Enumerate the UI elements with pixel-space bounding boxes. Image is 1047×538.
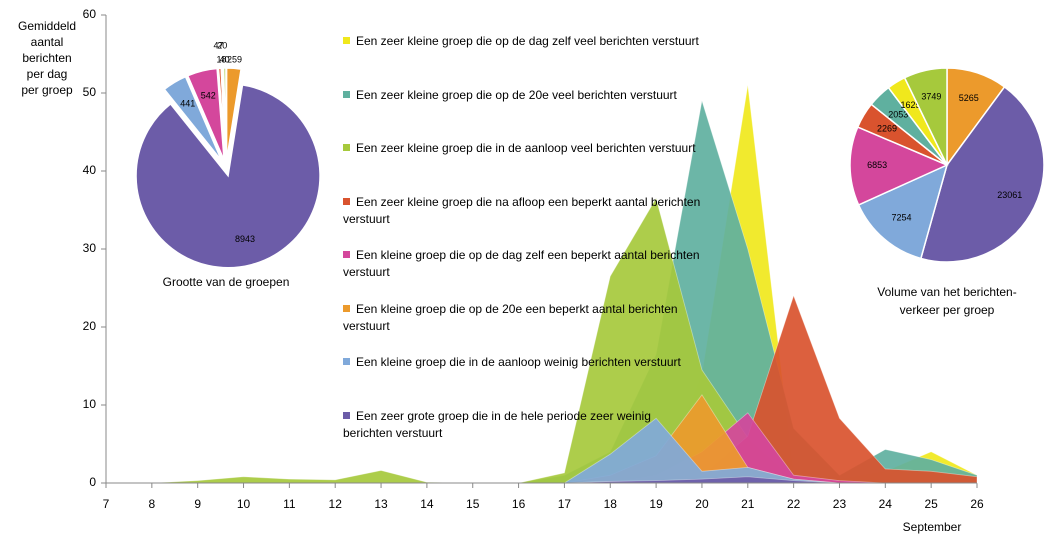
legend-label: Een kleine groep die in de aanloop weini… bbox=[356, 355, 681, 369]
pie-title: Volume van het berichten- bbox=[877, 285, 1016, 299]
legend-item: Een kleine groep die op de dag zelf een … bbox=[343, 247, 703, 281]
slice-label: 2053 bbox=[888, 109, 908, 119]
y-axis-label: aantal bbox=[31, 35, 64, 49]
slice-label: 6853 bbox=[867, 160, 887, 170]
legend-swatch bbox=[343, 197, 350, 205]
x-tick-label: 13 bbox=[374, 497, 388, 511]
pie-slice bbox=[163, 75, 223, 162]
slice-label: 441 bbox=[180, 99, 195, 109]
legend-item: Een kleine groep die op de 20e een beper… bbox=[343, 301, 703, 335]
slice-label: 40 bbox=[220, 54, 230, 64]
legend-item: Een zeer kleine groep die op de dag zelf… bbox=[343, 33, 703, 50]
x-tick-label: 7 bbox=[103, 497, 110, 511]
slice-label: 5265 bbox=[959, 93, 979, 103]
x-tick-label: 8 bbox=[148, 497, 155, 511]
x-tick-label: 17 bbox=[558, 497, 572, 511]
x-tick-label: 18 bbox=[604, 497, 618, 511]
pie-slice bbox=[903, 67, 948, 166]
x-tick-label: 11 bbox=[283, 497, 296, 511]
slice-label: 1625 bbox=[900, 100, 920, 110]
slice-label: 2269 bbox=[877, 124, 897, 134]
legend-label: Een zeer kleine groep die op de 20e veel… bbox=[356, 87, 677, 102]
pie-title: verkeer per groep bbox=[900, 303, 995, 317]
x-tick-label: 15 bbox=[466, 497, 480, 511]
legend-item: Een zeer kleine groep die na afloop een … bbox=[343, 194, 703, 228]
pie-slice bbox=[222, 67, 227, 161]
y-tick-label: 40 bbox=[83, 163, 97, 177]
x-tick-label: 25 bbox=[924, 497, 938, 511]
x-tick-label: 21 bbox=[741, 497, 755, 511]
y-tick-label: 0 bbox=[89, 475, 96, 489]
legend-item: Een zeer grote groep die in de hele peri… bbox=[343, 408, 703, 442]
slice-label: 8943 bbox=[235, 234, 255, 244]
pie-slice bbox=[919, 85, 1045, 263]
legend-swatch bbox=[343, 37, 350, 44]
y-tick-label: 50 bbox=[83, 85, 97, 99]
slice-label: 259 bbox=[227, 55, 242, 65]
pie-slice bbox=[857, 163, 949, 260]
y-tick-label: 60 bbox=[83, 7, 97, 21]
pie-slice bbox=[135, 84, 321, 269]
x-tick-label: 10 bbox=[237, 497, 251, 511]
x-tick-label: 9 bbox=[194, 497, 201, 511]
y-axis-label: per dag bbox=[27, 67, 68, 81]
y-axis-label: berichten bbox=[22, 51, 71, 65]
x-axis-label: September bbox=[903, 520, 962, 534]
legend-label: Een kleine groep die op de dag zelf een … bbox=[343, 248, 700, 279]
y-tick-label: 20 bbox=[83, 319, 97, 333]
pie-slice bbox=[849, 126, 949, 206]
pie-slice bbox=[186, 67, 225, 161]
legend-item: Een zeer kleine groep die op de 20e veel… bbox=[343, 87, 703, 104]
legend-swatch bbox=[343, 251, 350, 258]
legend-label: Een zeer grote groep die in de hele peri… bbox=[343, 408, 651, 440]
legend-label: Een zeer kleine groep die na afloop een … bbox=[343, 194, 701, 226]
x-tick-label: 12 bbox=[329, 497, 343, 511]
slice-label: 47 bbox=[213, 41, 223, 51]
legend-item: Een kleine groep die in de aanloop weini… bbox=[343, 354, 703, 371]
y-tick-label: 30 bbox=[83, 241, 97, 255]
legend-swatch bbox=[343, 304, 350, 312]
y-axis-label: Gemiddeld bbox=[18, 19, 76, 33]
legend-item: Een zeer kleine groep die in de aanloop … bbox=[343, 140, 703, 157]
legend-swatch bbox=[343, 411, 350, 419]
slice-label: 542 bbox=[201, 90, 216, 100]
legend-swatch bbox=[343, 144, 350, 151]
x-tick-label: 14 bbox=[420, 497, 434, 511]
slice-label: 3749 bbox=[921, 91, 941, 101]
slice-label: 18 bbox=[216, 54, 226, 64]
slice-label: 20 bbox=[217, 40, 227, 50]
x-tick-label: 22 bbox=[787, 497, 801, 511]
y-tick-label: 10 bbox=[83, 397, 97, 411]
x-tick-label: 26 bbox=[970, 497, 984, 511]
legend-swatch bbox=[343, 358, 350, 365]
legend-label: Een kleine groep die op de 20e een beper… bbox=[343, 301, 678, 333]
pie-title: Grootte van de groepen bbox=[163, 275, 290, 289]
y-axis-label: per groep bbox=[21, 83, 73, 97]
slice-label: 7254 bbox=[891, 212, 911, 222]
legend-label: Een zeer kleine groep die in de aanloop … bbox=[356, 141, 696, 155]
x-tick-label: 20 bbox=[695, 497, 709, 511]
legend-swatch bbox=[343, 90, 350, 98]
x-tick-label: 23 bbox=[833, 497, 847, 511]
slice-label: 23061 bbox=[997, 190, 1022, 200]
x-tick-label: 16 bbox=[512, 497, 526, 511]
legend-label: Een zeer kleine groep die op de dag zelf… bbox=[356, 34, 699, 48]
x-tick-label: 24 bbox=[879, 497, 893, 511]
x-tick-label: 19 bbox=[649, 497, 663, 511]
